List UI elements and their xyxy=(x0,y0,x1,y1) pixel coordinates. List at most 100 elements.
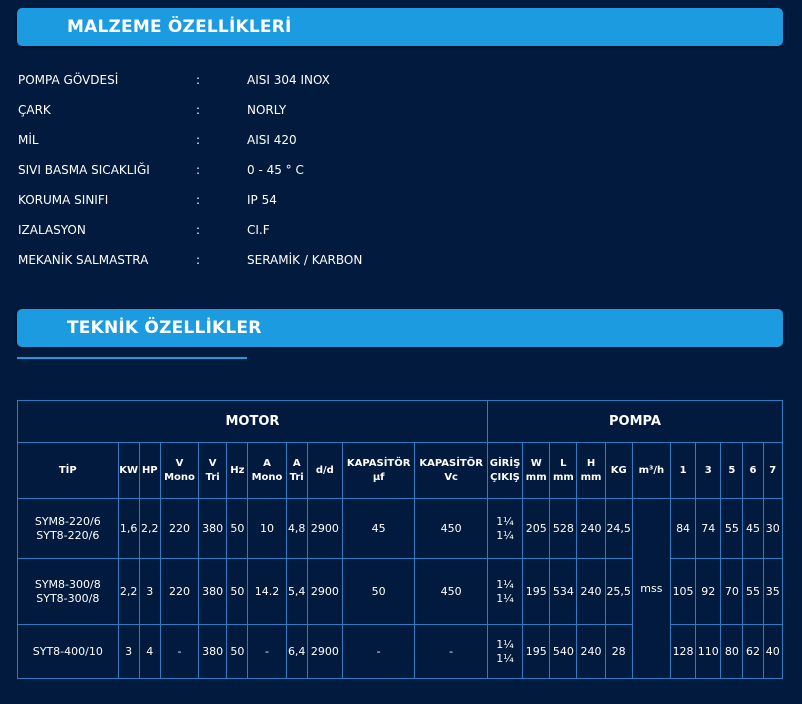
cell-w: 195 xyxy=(522,624,551,679)
cell-hz: 50 xyxy=(226,624,249,679)
spec-row-pump-body: POMPA GÖVDESİ : AISI 304 INOX xyxy=(18,65,518,95)
cell-a-mono: - xyxy=(247,624,287,679)
col-v-mono: V Mono xyxy=(159,442,200,499)
cell-kapasitor-vc: 450 xyxy=(414,558,488,625)
cell-tip: SYM8-300/8 SYT8-300/8 xyxy=(17,558,119,625)
cell-q1: 105 xyxy=(669,558,697,625)
cell-tip: SYM8-220/6 SYT8-220/6 xyxy=(17,498,119,559)
col-q7: 7 xyxy=(762,442,784,499)
col-dd: d/d xyxy=(306,442,343,499)
col-hp: HP xyxy=(138,442,161,499)
cell-q5: 80 xyxy=(720,624,744,679)
cell-q6: 45 xyxy=(742,498,764,559)
cell-l: 540 xyxy=(549,624,578,679)
spec-separator: : xyxy=(196,73,201,87)
cell-mss: mss xyxy=(631,498,672,679)
cell-dd: 2900 xyxy=(306,498,343,559)
cell-q7: 40 xyxy=(762,624,784,679)
group-header-row: MOTOR POMPA xyxy=(17,400,784,443)
cell-hp: 3 xyxy=(138,558,161,625)
spec-value: IP 54 xyxy=(247,193,277,207)
cell-q6: 55 xyxy=(742,558,764,625)
spec-key: MEKANİK SALMASTRA xyxy=(18,253,149,267)
technical-section-header: TEKNİK ÖZELLİKLER xyxy=(17,309,783,347)
cell-hz: 50 xyxy=(226,498,249,559)
spec-separator: : xyxy=(196,193,201,207)
cell-h: 240 xyxy=(576,624,606,679)
spec-value: CI.F xyxy=(247,223,270,237)
cell-v-tri: 380 xyxy=(198,624,228,679)
spec-value: NORLY xyxy=(247,103,287,117)
cell-l: 528 xyxy=(549,498,578,559)
spec-separator: : xyxy=(196,253,201,267)
spec-value: SERAMİK / KARBON xyxy=(247,253,363,267)
cell-q6: 62 xyxy=(742,624,764,679)
technical-section-underline xyxy=(17,357,247,359)
cell-dd: 2900 xyxy=(306,624,343,679)
spec-row-insulation: IZALASYON : CI.F xyxy=(18,215,518,245)
spec-separator: : xyxy=(196,133,201,147)
col-a-mono: A Mono xyxy=(247,442,287,499)
col-kw: KW xyxy=(117,442,140,499)
cell-a-mono: 14.2 xyxy=(247,558,287,625)
cell-w: 195 xyxy=(522,558,551,625)
cell-q7: 30 xyxy=(762,498,784,559)
material-specs-list: POMPA GÖVDESİ : AISI 304 INOX ÇARK : NOR… xyxy=(18,65,518,275)
spec-value: AISI 304 INOX xyxy=(247,73,330,87)
cell-v-tri: 380 xyxy=(198,498,228,559)
cell-q3: 74 xyxy=(695,498,722,559)
cell-v-mono: 220 xyxy=(159,558,200,625)
cell-h: 240 xyxy=(576,558,606,625)
cell-kw: 3 xyxy=(117,624,140,679)
spec-value: 0 - 45 ° C xyxy=(247,163,304,177)
cell-a-mono: 10 xyxy=(247,498,287,559)
cell-kw: 1,6 xyxy=(117,498,140,559)
table-row: SYM8-300/8 SYT8-300/8 2,2 3 220 380 50 14… xyxy=(17,558,784,625)
material-section-title: MALZEME ÖZELLİKLERİ xyxy=(67,17,292,37)
col-q1: 1 xyxy=(669,442,697,499)
cell-q3: 110 xyxy=(695,624,722,679)
spec-row-impeller: ÇARK : NORLY xyxy=(18,95,518,125)
cell-q1: 84 xyxy=(669,498,697,559)
spec-key: IZALASYON xyxy=(18,223,86,237)
pompa-group-header: POMPA xyxy=(486,400,784,443)
cell-a-tri: 5,4 xyxy=(285,558,308,625)
cell-kapasitor-uf: 50 xyxy=(341,558,416,625)
cell-h: 240 xyxy=(576,498,606,559)
spec-row-liquid-temp: SIVI BASMA SICAKLIĞI : 0 - 45 ° C xyxy=(18,155,518,185)
col-q5: 5 xyxy=(720,442,744,499)
spec-row-protection-class: KORUMA SINIFI : IP 54 xyxy=(18,185,518,215)
spec-separator: : xyxy=(196,223,201,237)
spec-separator: : xyxy=(196,163,201,177)
spec-separator: : xyxy=(196,103,201,117)
cell-a-tri: 4,8 xyxy=(285,498,308,559)
technical-specs-table: MOTOR POMPA TİP KW HP V Mono V Tri Hz A Mon… xyxy=(17,400,784,679)
cell-w: 205 xyxy=(522,498,551,559)
table-row: SYT8-400/10 3 4 - 380 50 - 6,4 2900 - - … xyxy=(17,624,784,679)
cell-q1: 128 xyxy=(669,624,697,679)
col-kg: KG xyxy=(604,442,633,499)
cell-kg: 28 xyxy=(604,624,633,679)
col-giris-cikis: GİRİŞ ÇIKIŞ xyxy=(486,442,524,499)
technical-section-title: TEKNİK ÖZELLİKLER xyxy=(67,318,262,338)
cell-kapasitor-uf: 45 xyxy=(341,498,416,559)
spec-key: KORUMA SINIFI xyxy=(18,193,109,207)
cell-giris-cikis: 1¼ 1¼ xyxy=(486,624,524,679)
col-q3: 3 xyxy=(695,442,722,499)
spec-key: SIVI BASMA SICAKLIĞI xyxy=(18,163,150,177)
table-row: SYM8-220/6 SYT8-220/6 1,6 2,2 220 380 50 … xyxy=(17,498,784,679)
cell-kg: 24,5 xyxy=(604,498,633,559)
spec-key: ÇARK xyxy=(18,103,51,117)
cell-kapasitor-vc: - xyxy=(414,624,488,679)
spec-key: MİL xyxy=(18,133,39,147)
material-section-header: MALZEME ÖZELLİKLERİ xyxy=(17,8,783,46)
spec-value: AISI 420 xyxy=(247,133,297,147)
cell-tip: SYT8-400/10 xyxy=(17,624,119,679)
cell-v-mono: 220 xyxy=(159,498,200,559)
spec-row-shaft: MİL : AISI 420 xyxy=(18,125,518,155)
col-kapasitor-uf: KAPASİTÖR µf xyxy=(341,442,416,499)
cell-hp: 2,2 xyxy=(138,498,161,559)
